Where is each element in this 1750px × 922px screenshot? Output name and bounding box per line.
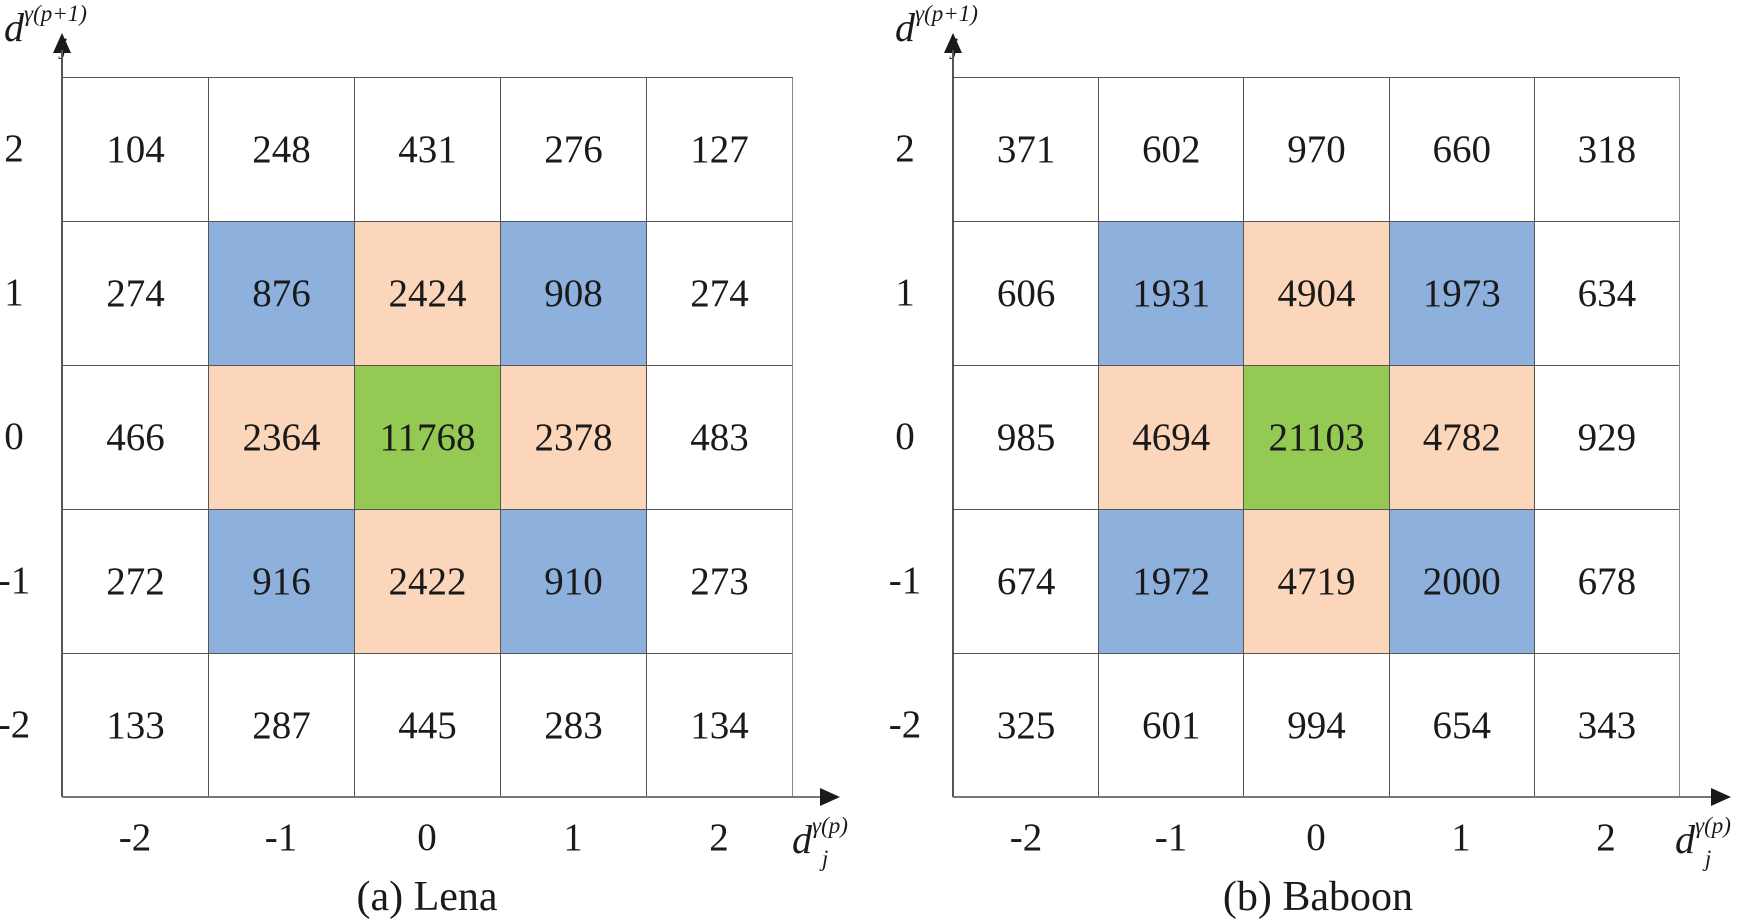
grid-cell: 970 <box>1243 78 1389 222</box>
y-tick: -2 <box>888 703 922 746</box>
grid-cell: 343 <box>1533 654 1679 798</box>
x-tick: 2 <box>1596 816 1616 859</box>
y-axis-line <box>952 50 954 797</box>
grid-cell: 606 <box>953 222 1099 366</box>
grid-cell: 287 <box>208 654 354 798</box>
grid-cell: 2422 <box>354 510 500 654</box>
grid-cell: 274 <box>646 222 792 366</box>
grid-cell: 1972 <box>1098 510 1244 654</box>
grid-cell: 445 <box>354 654 500 798</box>
x-axis-line <box>62 796 822 798</box>
y-axis-label: dγ(p+1)j <box>4 1 87 59</box>
grid-cell: 483 <box>646 366 792 510</box>
grid-cell: 283 <box>500 654 646 798</box>
grid-cell: 4719 <box>1243 510 1389 654</box>
x-tick: -2 <box>118 816 152 859</box>
grid-cell: 133 <box>62 654 208 798</box>
grid-cell: 654 <box>1388 654 1534 798</box>
grid-cell: 466 <box>62 366 208 510</box>
grid-cell: 1931 <box>1098 222 1244 366</box>
grid-cell: 2000 <box>1388 510 1534 654</box>
grid-cell: 4904 <box>1243 222 1389 366</box>
grid-cell: 104 <box>62 78 208 222</box>
y-axis-line <box>61 50 63 797</box>
x-tick: 1 <box>563 816 583 859</box>
x-axis-label: dγ(p)j <box>1675 813 1731 871</box>
grid-cell: 1973 <box>1388 222 1534 366</box>
y-tick: -2 <box>0 703 31 746</box>
grid-cell: 601 <box>1098 654 1244 798</box>
y-axis-arrow-icon <box>944 33 962 53</box>
y-tick: -1 <box>888 559 922 602</box>
grid-cell: 994 <box>1243 654 1389 798</box>
grid-cell: 985 <box>953 366 1099 510</box>
grid-cell: 678 <box>1533 510 1679 654</box>
panel-caption: (b) Baboon <box>1222 874 1414 920</box>
grid-cell: 634 <box>1533 222 1679 366</box>
lena-grid: 104 248 431 276 127 274 876 2424 908 274 466 2364 11… <box>62 77 793 798</box>
grid-cell: 431 <box>354 78 500 222</box>
grid-cell: 11768 <box>354 366 500 510</box>
grid-cell: 2424 <box>354 222 500 366</box>
grid-cell: 876 <box>208 222 354 366</box>
grid-cell: 4782 <box>1388 366 1534 510</box>
panel-lena: dγ(p+1)j 2 1 0 -1 -2 104 248 431 276 127 274 8… <box>0 1 848 920</box>
y-tick: 1 <box>895 271 915 314</box>
grid-cell: 4694 <box>1098 366 1244 510</box>
grid-cell: 602 <box>1098 78 1244 222</box>
grid-cell: 273 <box>646 510 792 654</box>
y-axis-label: dγ(p+1)j <box>895 1 978 59</box>
grid-cell: 248 <box>208 78 354 222</box>
grid-cell: 660 <box>1388 78 1534 222</box>
grid-cell: 908 <box>500 222 646 366</box>
grid-cell: 127 <box>646 78 792 222</box>
x-tick: 0 <box>1306 816 1326 859</box>
grid-cell: 2378 <box>500 366 646 510</box>
y-axis-arrow-icon <box>53 33 71 53</box>
y-tick: 2 <box>895 127 915 170</box>
x-tick: 0 <box>417 816 437 859</box>
grid-cell: 371 <box>953 78 1099 222</box>
grid-cell: 274 <box>62 222 208 366</box>
y-tick: -1 <box>0 559 31 602</box>
panel-baboon: dγ(p+1)j 2 1 0 -1 -2 371 602 970 660 318 606 1… <box>889 0 1750 922</box>
grid-cell: 2364 <box>208 366 354 510</box>
y-tick: 0 <box>4 415 24 458</box>
x-tick: -1 <box>264 816 298 859</box>
y-tick: 1 <box>4 271 24 314</box>
grid-cell: 134 <box>646 654 792 798</box>
grid-cell: 916 <box>208 510 354 654</box>
x-axis-arrow-icon <box>1711 788 1731 806</box>
x-tick: 2 <box>709 816 729 859</box>
x-tick: -2 <box>1009 816 1043 859</box>
y-tick: 2 <box>4 127 24 170</box>
x-tick: 1 <box>1451 816 1471 859</box>
x-tick: -1 <box>1154 816 1188 859</box>
grid-cell: 21103 <box>1243 366 1389 510</box>
baboon-grid: 371 602 970 660 318 606 1931 4904 1973 634 985 4694… <box>953 77 1680 798</box>
grid-cell: 910 <box>500 510 646 654</box>
grid-cell: 325 <box>953 654 1099 798</box>
panel-caption: (a) Lena <box>356 874 498 920</box>
grid-cell: 318 <box>1533 78 1679 222</box>
y-tick: 0 <box>895 415 915 458</box>
grid-cell: 276 <box>500 78 646 222</box>
x-axis-arrow-icon <box>820 788 840 806</box>
x-axis-label: dγ(p)j <box>792 813 848 871</box>
grid-cell: 929 <box>1533 366 1679 510</box>
x-axis-line <box>953 796 1713 798</box>
grid-cell: 272 <box>62 510 208 654</box>
grid-cell: 674 <box>953 510 1099 654</box>
